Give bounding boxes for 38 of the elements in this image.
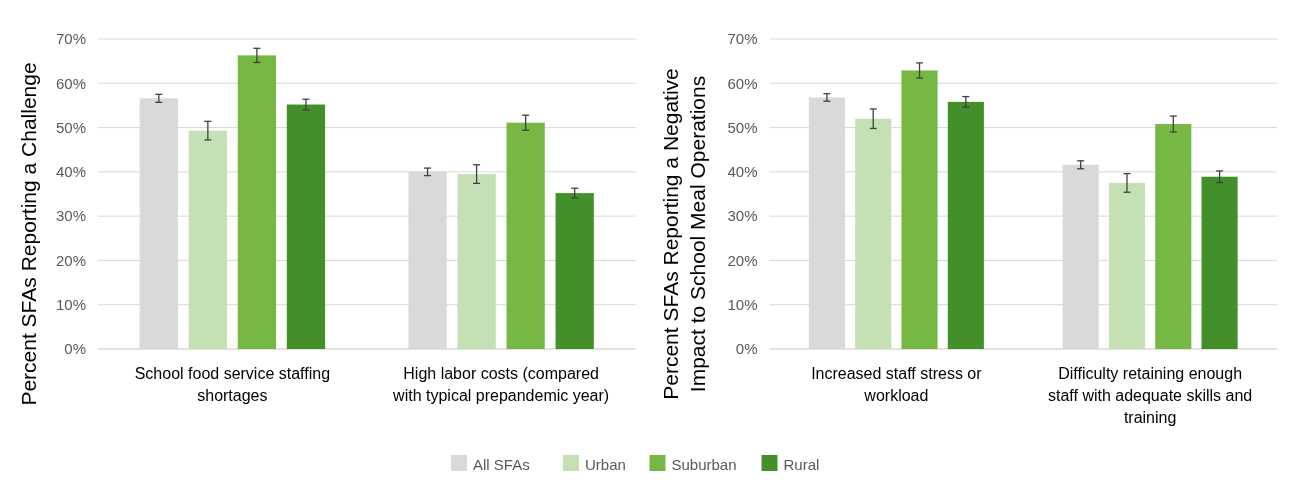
legend-label: All SFAs [473,456,530,473]
bar [188,130,227,349]
bar [286,104,326,349]
y-tick-label: 0% [735,340,758,358]
y-tick-label: 20% [727,251,758,269]
y-tick-label: 40% [55,163,86,181]
y-tick-label: 40% [727,163,758,181]
y-tick-label: 0% [64,340,86,358]
legend-label: Urban [585,456,626,473]
bar [506,122,545,349]
y-tick-label: 60% [727,74,758,92]
y-axis-title: Percent SFAs Reporting a Negative Impact to School Meal Operations [658,68,709,400]
y-tick-label: 20% [55,251,86,269]
bar [237,55,277,349]
y-axis-title: Percent SFAs Reporting a Challenge [17,62,40,406]
legend-label: Rural [783,456,820,473]
y-tick-label: 30% [727,207,758,225]
bar [1108,182,1146,349]
y-tick-label: 70% [727,30,758,48]
legend-label: Suburban [671,456,737,473]
x-tick-label: School food service staffing shortages [134,365,331,404]
x-tick-label: Difficulty retaining enough staff with adequate skills and training [1047,365,1253,426]
bar [947,101,984,349]
y-tick-label: 70% [55,30,86,48]
x-tick-label: High labor costs (compared with typical prepandemic year) [392,365,610,404]
y-tick-label: 50% [727,118,758,136]
y-tick-label: 10% [727,295,758,313]
x-tick-label: Increased staff stress or workload [811,365,983,404]
y-tick-label: 10% [55,295,86,313]
y-tick-label: 50% [55,118,86,136]
bar [1155,124,1192,349]
bar [555,193,594,349]
y-tick-label: 60% [55,74,86,92]
bar [457,174,496,349]
bar [855,118,892,349]
bar [901,70,938,349]
y-tick-label: 30% [55,207,86,225]
bar [1201,176,1238,349]
